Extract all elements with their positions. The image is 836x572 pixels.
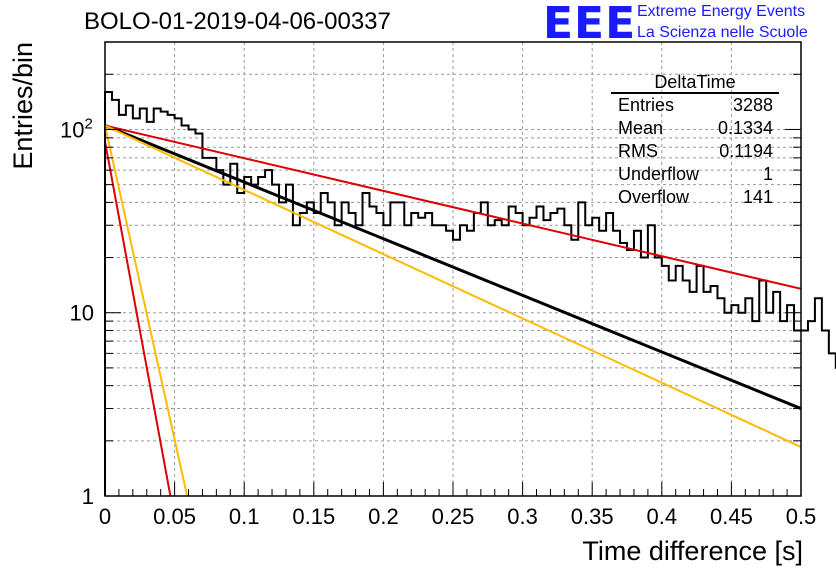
y-tick-label: 10 xyxy=(70,301,94,326)
stats-row-rms: RMS 0.1194 xyxy=(611,140,779,163)
axis-ticks xyxy=(104,41,802,497)
fit-line xyxy=(104,124,802,410)
x-tick-label: 0.25 xyxy=(432,504,475,529)
stats-value: 3288 xyxy=(732,95,773,115)
logo-subtitle-1: Extreme Energy Events xyxy=(637,3,806,20)
stats-value: 0.1194 xyxy=(719,141,773,161)
fit-line xyxy=(104,124,802,290)
stats-row-entries: Entries 3288 xyxy=(611,94,779,117)
stats-label: Underflow xyxy=(618,164,700,184)
x-tick-label: 0.1 xyxy=(229,504,260,529)
x-tick-label: 0.45 xyxy=(710,504,753,529)
stats-label: Entries xyxy=(618,95,675,115)
x-tick-label: 0.35 xyxy=(571,504,614,529)
x-tick-label: 0.2 xyxy=(368,504,399,529)
stats-box: DeltaTime Entries 3288 Mean 0.1334 RMS 0… xyxy=(611,72,779,209)
stats-label: RMS xyxy=(618,141,658,161)
grid-lines xyxy=(105,42,801,496)
fit-line xyxy=(104,124,802,448)
stats-value: 0.1334 xyxy=(717,118,773,138)
x-tick-label: 0.4 xyxy=(647,504,678,529)
stats-row-overflow: Overflow 141 xyxy=(611,186,779,209)
y-axis-title: Entries/bin xyxy=(8,42,38,170)
y-tick-label: 1 xyxy=(82,484,94,509)
y-tick-label: 102 xyxy=(60,115,93,142)
stats-row-mean: Mean 0.1334 xyxy=(611,117,779,140)
tick-labels: 0 0.05 0.1 0.15 0.2 0.25 0.3 0.35 0.4 0.45 0.5 1 10 1… xyxy=(60,115,816,529)
x-axis-title: Time difference [s] xyxy=(582,536,803,566)
run-title: BOLO-01-2019-04-06-00337 xyxy=(84,8,391,35)
stats-value: 141 xyxy=(742,187,773,207)
x-tick-label: 0.05 xyxy=(153,504,196,529)
fit-line xyxy=(104,141,172,497)
x-tick-label: 0 xyxy=(99,504,111,529)
fit-lines-layer xyxy=(104,124,802,497)
stats-value: 1 xyxy=(762,164,773,184)
fit-line xyxy=(104,125,189,497)
stats-row-underflow: Underflow 1 xyxy=(611,163,779,186)
eee-logo: EEE xyxy=(543,0,637,49)
stats-label: Overflow xyxy=(618,187,690,207)
logo-subtitle-2: La Scienza nelle Scuole xyxy=(637,24,808,41)
x-tick-label: 0.5 xyxy=(786,504,817,529)
x-tick-label: 0.3 xyxy=(507,504,538,529)
x-tick-label: 0.15 xyxy=(292,504,335,529)
stats-title: DeltaTime xyxy=(611,72,779,94)
stats-label: Mean xyxy=(618,118,664,138)
